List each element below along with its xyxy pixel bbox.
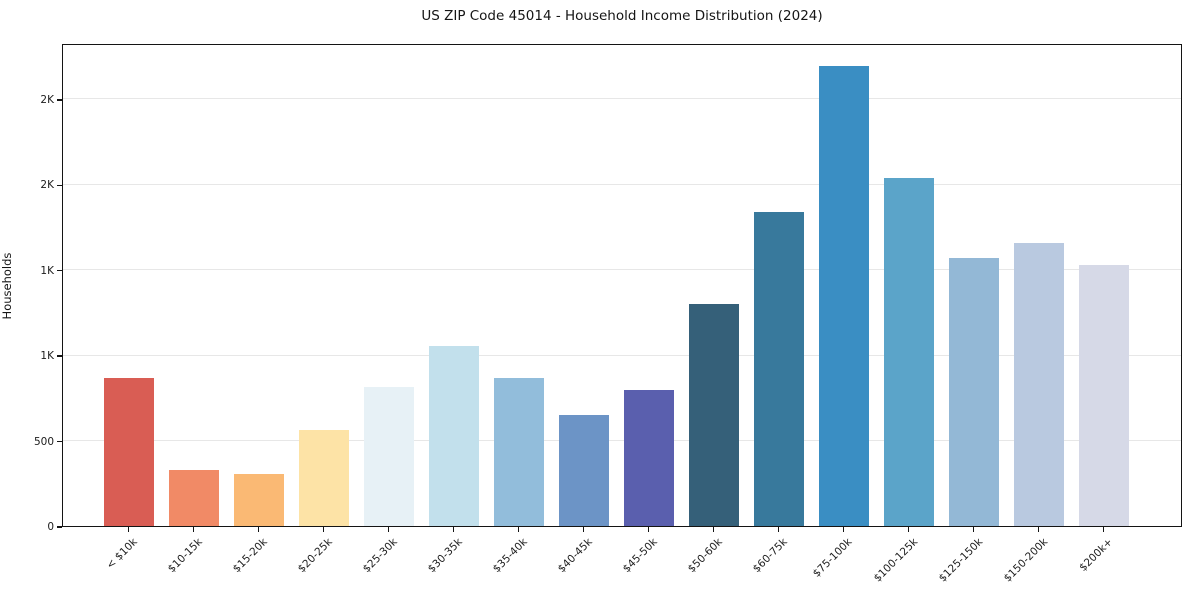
bar-$200k+ — [1079, 265, 1130, 526]
x-tick-label: $60-75k — [750, 536, 790, 576]
plot-area — [62, 44, 1182, 527]
gridline — [63, 98, 1181, 100]
bar-$30-35k — [429, 345, 480, 526]
y-tick-mark — [57, 440, 62, 443]
x-tick-label: $40-45k — [555, 536, 595, 576]
bar-$40-45k — [559, 414, 610, 526]
bar-$25-30k — [364, 386, 415, 526]
bar-$75-100k — [819, 66, 870, 526]
x-tick-mark — [972, 527, 974, 532]
y-tick-label: 0 — [47, 521, 54, 533]
y-tick-label: 2K — [40, 93, 54, 106]
x-tick-label: $10-15k — [165, 536, 205, 576]
x-tick-label: $35-40k — [490, 536, 530, 576]
bar-$10-15k — [169, 470, 220, 526]
x-tick-label: $125-150k — [936, 536, 985, 585]
bar-< $10k — [104, 378, 155, 526]
y-tick-label: 1K — [40, 264, 54, 277]
x-tick-label: $20-25k — [295, 536, 335, 576]
gridline — [63, 354, 1181, 356]
x-tick-label: $15-20k — [230, 536, 270, 576]
x-tick-label: $30-35k — [425, 536, 465, 576]
bar-$150-200k — [1014, 243, 1065, 526]
x-tick-label: $45-50k — [620, 536, 660, 576]
x-tick-mark — [842, 527, 844, 532]
x-tick-mark — [712, 527, 714, 532]
bar-$35-40k — [494, 377, 545, 526]
y-tick-mark — [57, 184, 62, 186]
bar-$100-125k — [884, 178, 935, 526]
bar-$15-20k — [234, 474, 285, 526]
x-tick-label: < $10k — [104, 536, 140, 572]
x-tick-mark — [517, 527, 519, 532]
y-tick-label: 2K — [40, 179, 54, 192]
x-tick-mark — [257, 527, 259, 532]
x-tick-mark — [387, 527, 389, 532]
y-axis-label: Households — [0, 252, 14, 320]
x-tick-mark — [192, 527, 194, 532]
x-tick-label: $25-30k — [360, 536, 400, 576]
x-tick-mark — [777, 527, 779, 532]
chart-title: US ZIP Code 45014 - Household Income Dis… — [421, 8, 823, 24]
bar-$45-50k — [624, 389, 675, 526]
x-tick-mark — [127, 527, 129, 532]
x-tick-mark — [647, 527, 649, 532]
x-tick-label: $75-100k — [810, 536, 855, 580]
x-tick-mark — [1037, 527, 1039, 532]
x-tick-label: $50-60k — [685, 536, 725, 576]
bar-$60-75k — [754, 211, 805, 526]
x-tick-mark — [582, 527, 584, 532]
x-tick-mark — [322, 527, 324, 532]
x-tick-label: $100-125k — [871, 536, 920, 585]
y-tick-mark — [57, 355, 62, 357]
y-tick-mark — [57, 270, 62, 272]
x-tick-mark — [452, 527, 454, 532]
bar-$125-150k — [949, 257, 1000, 526]
y-tick-label: 1K — [40, 350, 54, 363]
x-tick-label: $150-200k — [1001, 536, 1050, 585]
gridline — [63, 269, 1181, 271]
y-tick-mark — [57, 526, 62, 528]
x-tick-mark — [1102, 527, 1104, 532]
y-tick-label: 500 — [33, 435, 54, 448]
gridline — [63, 440, 1181, 442]
gridline — [63, 183, 1181, 185]
x-tick-label: $200k+ — [1076, 536, 1115, 574]
bar-$20-25k — [299, 429, 350, 526]
bar-$50-60k — [689, 304, 740, 526]
x-tick-mark — [907, 527, 909, 532]
y-tick-mark — [57, 99, 62, 101]
